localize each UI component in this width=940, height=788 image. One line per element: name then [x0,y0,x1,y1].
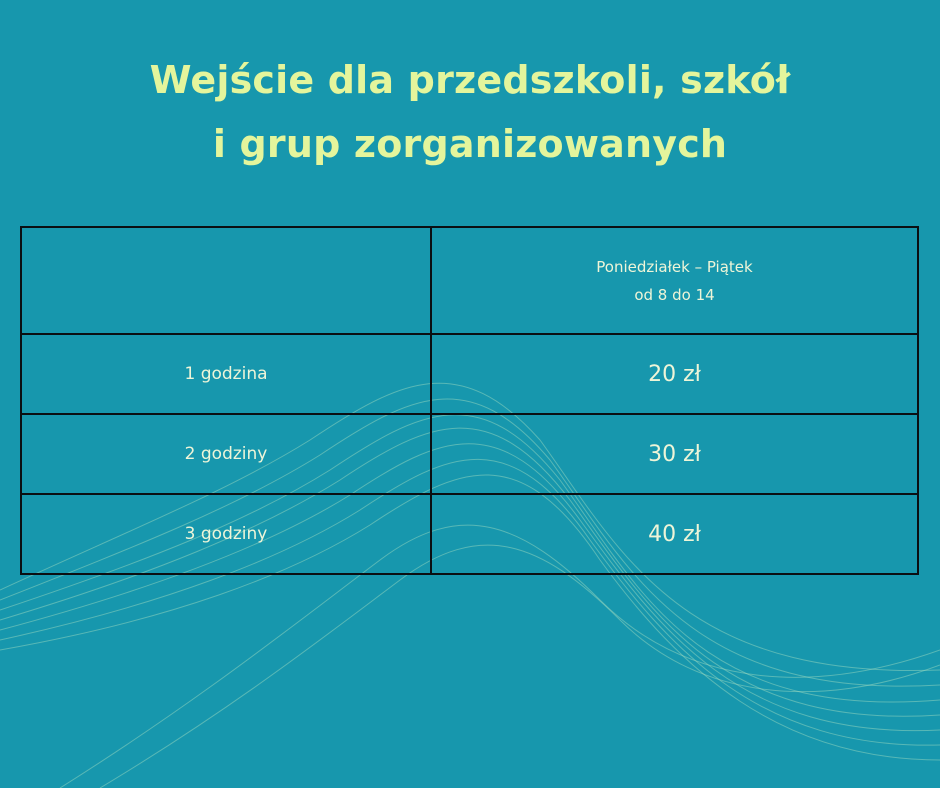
header-cell [20,226,432,335]
header-line: Poniedziałek – Piątek [596,257,753,276]
title-line: Wejście dla przedszkoli, szkół [149,58,791,102]
duration-cell: 2 godziny [20,413,432,495]
price-cell: 20 zł [430,333,919,415]
duration-cell: 3 godziny [20,493,432,575]
table-row: 3 godziny 40 zł [20,493,919,575]
title-line: i grup zorganizowanych [212,122,728,166]
header-row: Poniedziałek – Piątek od 8 do 14 [20,226,919,335]
table-row: 1 godzina 20 zł [20,333,919,415]
price-cell: 30 zł [430,413,919,495]
price-table: Poniedziałek – Piątek od 8 do 14 1 godzi… [20,226,919,575]
title: Wejście dla przedszkoli, szkół i grup zo… [0,48,940,176]
price-cell: 40 zł [430,493,919,575]
duration-cell: 1 godzina [20,333,432,415]
header-line: od 8 do 14 [634,285,715,304]
wave [99,544,940,788]
table-row: 2 godziny 30 zł [20,413,919,495]
header-cell: Poniedziałek – Piątek od 8 do 14 [430,226,919,335]
